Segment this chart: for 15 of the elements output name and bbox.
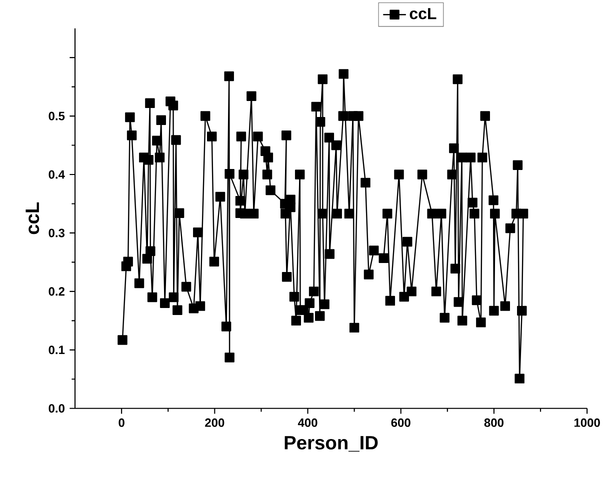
x-tick-label: 600 <box>391 418 410 427</box>
y-tick-label: 0.1 <box>48 346 65 354</box>
y-tick-label: 0.0 <box>48 404 64 413</box>
x-axis-title: Person_ID <box>284 436 378 452</box>
y-tick-label: 0.4 <box>48 170 65 179</box>
x-tick-label: 0 <box>118 418 124 427</box>
x-tick-label: 400 <box>298 418 318 427</box>
legend-label: ccL <box>410 8 436 20</box>
y-tick-label: 0.2 <box>48 287 64 296</box>
y-tick-label: 0.5 <box>48 112 65 120</box>
x-tick-label: 800 <box>484 418 504 427</box>
x-tick-label: 1000 <box>574 418 600 427</box>
y-axis-title: ccL <box>26 202 40 234</box>
x-tick-label: 200 <box>205 418 224 427</box>
y-tick-label: 0.3 <box>48 228 65 238</box>
